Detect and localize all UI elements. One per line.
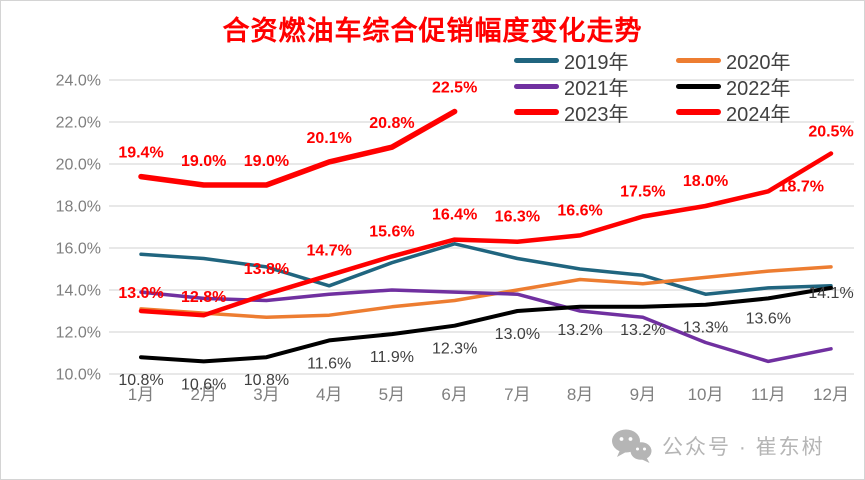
legend-item-2021年: 2021年 xyxy=(514,72,676,101)
data-label-2023年: 14.7% xyxy=(306,242,351,259)
data-label-2024年: 19.4% xyxy=(118,145,163,162)
data-label-2024年: 19.0% xyxy=(244,153,289,170)
watermark: 公众号 · 崔东树 xyxy=(611,428,825,464)
series-line-2020年 xyxy=(139,265,833,320)
x-axis-label: 1月 xyxy=(128,385,154,404)
data-label-2023年: 20.5% xyxy=(808,124,853,141)
x-axis-label: 7月 xyxy=(504,385,530,404)
legend-swatch-2020年 xyxy=(676,57,721,63)
watermark-text: 公众号 · 崔东树 xyxy=(662,436,825,459)
legend-label: 2022年 xyxy=(726,77,791,100)
legend-swatch-2022年 xyxy=(676,83,721,89)
data-label-2023年: 18.7% xyxy=(779,178,824,195)
data-label-2023年: 13.8% xyxy=(244,261,289,278)
legend-label: 2020年 xyxy=(726,51,791,74)
legend: 2019年 2020年 2021年 2022年 2023年 2024年 xyxy=(514,46,791,127)
x-axis-label: 10月 xyxy=(688,385,724,404)
x-axis-label: 12月 xyxy=(813,385,849,404)
x-axis-label: 11月 xyxy=(751,385,786,404)
data-label-2023年: 13.0% xyxy=(118,285,163,302)
y-axis-label: 12.0% xyxy=(56,325,101,342)
series-line-2019年 xyxy=(139,242,833,296)
data-label-2023年: 17.5% xyxy=(620,184,665,201)
legend-swatch-2024年 xyxy=(676,109,721,115)
data-label-2022年: 11.6% xyxy=(307,355,351,372)
chart-title: 合资燃油车综合促销幅度变化走势 xyxy=(222,16,643,46)
legend-item-2022年: 2022年 xyxy=(676,72,791,101)
data-label-2023年: 15.6% xyxy=(369,223,414,240)
series-line-2024年 xyxy=(138,108,458,188)
legend-swatch-2019年 xyxy=(514,57,559,63)
data-label-2023年: 16.3% xyxy=(495,209,540,226)
data-label-2023年: 16.4% xyxy=(432,207,477,224)
x-axis-label: 5月 xyxy=(379,385,405,404)
legend-label: 2019年 xyxy=(564,51,629,74)
y-axis-label: 24.0% xyxy=(56,73,101,90)
data-label-2022年: 14.1% xyxy=(808,285,853,302)
legend-item-2020年: 2020年 xyxy=(676,46,791,75)
series-line-2022年 xyxy=(139,285,833,364)
x-axis-label: 8月 xyxy=(567,385,593,404)
legend-item-2019年: 2019年 xyxy=(514,46,676,75)
legend-swatch-2021年 xyxy=(514,83,559,89)
data-label-2024年: 22.5% xyxy=(432,80,477,97)
legend-label: 2023年 xyxy=(564,103,629,126)
y-axis-label: 16.0% xyxy=(56,241,101,258)
data-label-2022年: 13.3% xyxy=(683,320,728,337)
data-label-2022年: 12.3% xyxy=(432,341,477,358)
y-axis-label: 22.0% xyxy=(56,115,101,132)
y-axis-label: 10.0% xyxy=(56,367,101,384)
data-label-2022年: 13.2% xyxy=(557,322,602,339)
wechat-icon xyxy=(612,429,652,463)
data-label-2022年: 10.8% xyxy=(118,372,163,389)
x-axis-label: 3月 xyxy=(253,385,279,404)
data-label-2022年: 13.2% xyxy=(620,322,665,339)
data-label-2023年: 12.8% xyxy=(181,289,226,306)
data-label-2022年: 10.6% xyxy=(181,376,226,393)
data-label-2024年: 19.0% xyxy=(181,153,226,170)
x-axis-label: 6月 xyxy=(441,385,467,404)
y-axis-label: 20.0% xyxy=(56,157,101,174)
x-axis-label: 9月 xyxy=(630,385,656,404)
y-axis-label: 14.0% xyxy=(56,283,101,300)
data-label-2022年: 13.6% xyxy=(746,310,791,327)
x-axis-label: 2月 xyxy=(190,385,216,404)
data-label-2022年: 10.8% xyxy=(244,372,289,389)
data-label-2024年: 20.1% xyxy=(306,130,351,147)
y-axis-label: 18.0% xyxy=(56,199,101,216)
series-line-2021年 xyxy=(139,288,833,364)
data-label-2022年: 13.0% xyxy=(495,326,540,343)
x-axis-label: 4月 xyxy=(316,385,342,404)
data-label-2024年: 20.8% xyxy=(369,115,414,132)
legend-swatch-2023年 xyxy=(514,109,559,115)
legend-label: 2021年 xyxy=(564,77,629,100)
data-label-2023年: 16.6% xyxy=(557,202,602,219)
series-line-2023年 xyxy=(138,151,834,318)
data-label-2022年: 11.9% xyxy=(370,349,414,366)
data-label-2023年: 18.0% xyxy=(683,173,728,190)
legend-label: 2024年 xyxy=(726,103,791,126)
legend-item-2023年: 2023年 xyxy=(514,98,676,127)
legend-item-2024年: 2024年 xyxy=(676,98,791,127)
